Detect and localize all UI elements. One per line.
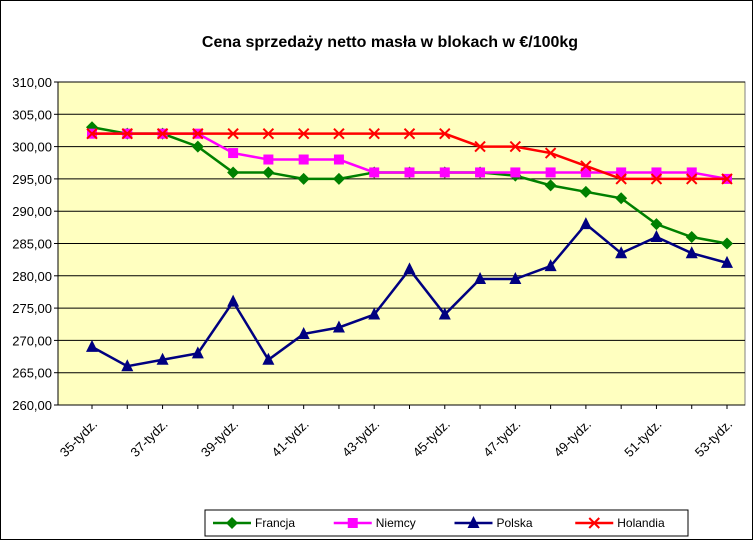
legend-label: Niemcy: [376, 516, 416, 530]
marker: [403, 127, 416, 140]
marker: [439, 167, 450, 178]
marker: [544, 147, 557, 159]
marker: [615, 192, 628, 205]
marker: [332, 172, 345, 185]
marker: [650, 230, 663, 243]
y-tick-label: 310,00: [12, 75, 52, 90]
marker: [86, 127, 98, 140]
marker: [616, 167, 627, 178]
marker: [685, 231, 698, 244]
marker: [509, 140, 522, 153]
marker: [368, 307, 381, 320]
marker: [347, 518, 358, 528]
marker: [262, 166, 275, 179]
marker: [474, 140, 486, 153]
marker: [615, 173, 627, 185]
y-tick-label: 300,00: [12, 140, 52, 155]
marker: [544, 259, 557, 272]
marker: [721, 255, 733, 268]
y-tick-label: 285,00: [12, 237, 52, 252]
marker: [333, 154, 344, 165]
marker: [686, 173, 698, 185]
y-tick-label: 275,00: [12, 301, 52, 316]
marker: [121, 127, 133, 140]
marker: [297, 172, 310, 185]
marker: [332, 320, 345, 333]
marker: [509, 272, 522, 285]
marker: [227, 294, 240, 307]
marker: [191, 140, 204, 153]
marker: [333, 127, 345, 140]
marker: [192, 127, 204, 140]
legend-label: Polska: [497, 516, 533, 530]
marker: [685, 246, 698, 259]
marker: [650, 173, 663, 185]
marker: [615, 246, 628, 259]
y-tick-label: 295,00: [12, 172, 52, 187]
y-tick-label: 270,00: [12, 333, 52, 348]
marker: [475, 167, 486, 178]
marker: [121, 359, 134, 372]
marker: [191, 346, 204, 359]
marker: [368, 127, 380, 140]
marker: [403, 262, 416, 275]
y-tick-label: 290,00: [12, 204, 52, 219]
y-tick-label: 265,00: [12, 366, 52, 381]
marker: [226, 517, 238, 529]
marker: [438, 307, 451, 320]
marker: [297, 127, 310, 140]
marker: [510, 167, 521, 178]
marker: [263, 154, 274, 165]
marker: [588, 517, 600, 529]
marker: [651, 167, 662, 178]
chart-title: Cena sprzedaży netto masła w blokach w €…: [202, 34, 578, 51]
marker: [369, 167, 380, 178]
marker: [298, 154, 309, 165]
marker: [544, 179, 557, 192]
marker: [404, 167, 415, 178]
marker: [580, 160, 592, 172]
y-tick-label: 280,00: [12, 269, 52, 284]
marker: [156, 352, 169, 365]
marker: [227, 166, 240, 179]
marker: [262, 127, 275, 140]
marker: [580, 167, 591, 178]
marker: [227, 127, 239, 140]
legend-label: Francja: [255, 516, 295, 530]
legend-label: Holandia: [617, 516, 665, 530]
marker: [474, 272, 487, 285]
y-tick-label: 260,00: [12, 398, 52, 413]
marker: [297, 326, 310, 339]
marker: [262, 352, 275, 365]
marker: [467, 516, 480, 528]
marker: [686, 167, 697, 178]
marker: [86, 339, 98, 352]
marker: [650, 218, 663, 231]
marker: [439, 127, 451, 140]
marker: [156, 127, 169, 140]
marker: [545, 167, 556, 178]
marker: [228, 148, 239, 159]
marker: [579, 217, 592, 230]
marker: [721, 237, 733, 250]
y-tick-label: 305,00: [12, 107, 52, 122]
marker: [579, 185, 592, 198]
marker: [721, 173, 733, 185]
